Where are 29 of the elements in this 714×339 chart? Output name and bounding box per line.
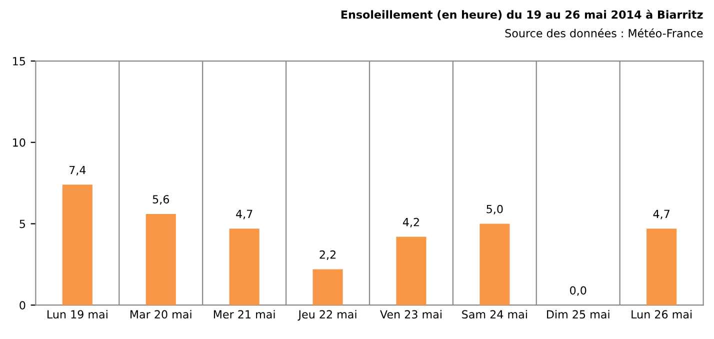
x-tick-label: Jeu 22 mai [298,310,356,321]
bar [146,214,176,306]
bar [480,224,510,306]
bar [312,269,343,306]
data-label: 4,7 [236,210,252,220]
y-tick-label: 15 [13,57,26,66]
source-note: Source des données : Météo-France [505,28,703,38]
y-tick-label: 5 [20,220,26,228]
x-tick-label: Mer 21 mai [214,310,275,319]
bar [396,236,426,306]
data-label: 2,2 [320,250,336,260]
y-tick-label: 10 [13,138,26,147]
data-label: 5,6 [152,195,170,205]
x-tick-label: Mar 20 mai [130,310,192,319]
x-tick-label: Lun 26 mai [632,310,692,319]
chart-title: Ensoleillement (en heure) du 19 au 26 mai 2014 à Biarritz [341,10,703,20]
data-label: 5,0 [486,204,503,214]
data-label: 4,2 [402,218,419,228]
x-tick-label: Ven 23 mai [380,310,442,319]
data-label: 0,0 [570,286,586,296]
data-label: 4,7 [653,210,670,220]
y-tick-label: 0 [20,301,26,310]
data-label: 7,4 [70,166,86,176]
x-tick-label: Dim 25 mai [547,310,610,319]
x-tick-label: Lun 19 mai [48,310,108,319]
x-tick-label: Sam 24 mai [462,310,527,319]
bar [229,228,260,306]
bar [646,228,677,306]
bar [62,184,92,306]
